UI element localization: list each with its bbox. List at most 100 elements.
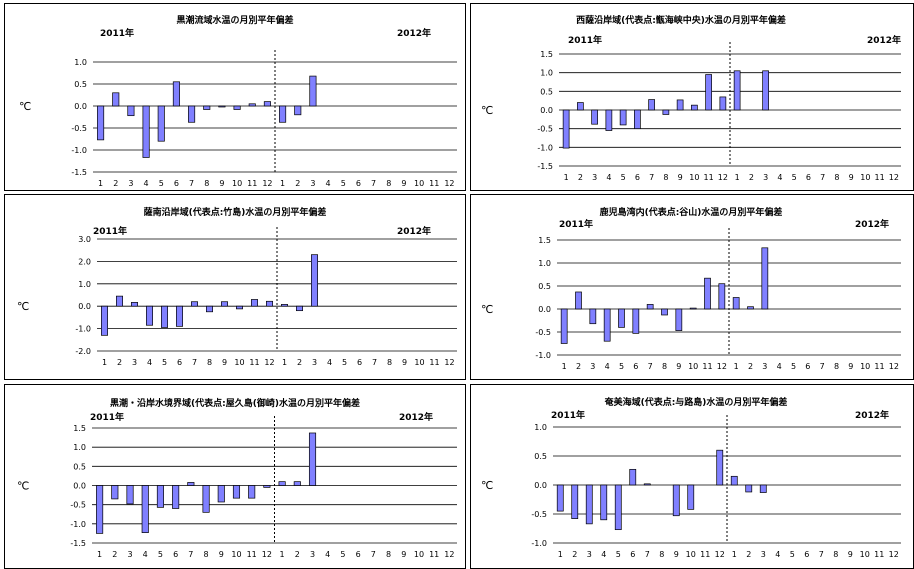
bar [733, 70, 741, 111]
x-tick-label: 5 [162, 358, 167, 367]
bar [614, 484, 622, 531]
bar [294, 105, 302, 116]
y-tick-label: 1.0 [74, 58, 87, 67]
chart-panel-seisatsu: 西薩沿岸域(代表点:甑海峡中央)水温の月別平年偏差 2011年 2012年 1.5 1.… [470, 3, 914, 191]
bar [589, 308, 597, 325]
bar [188, 105, 196, 123]
x-tick-label: 7 [819, 550, 824, 559]
y-tick-label: 0.0 [540, 106, 553, 115]
x-tick-label: 6 [356, 179, 361, 188]
x-tick-label: 2 [749, 173, 754, 182]
x-tick-label: 3 [128, 179, 133, 188]
x-tick-label: 3 [310, 179, 315, 188]
bar [172, 485, 180, 509]
bar [759, 484, 767, 493]
x-tick-label: 7 [645, 550, 650, 559]
x-tick-label: 5 [619, 362, 624, 371]
x-tick-label: 2 [748, 362, 753, 371]
y-tick-label: 0.5 [540, 87, 553, 96]
bar [126, 485, 134, 505]
x-tick-label: 2 [295, 179, 300, 188]
y-tick-label: 0.5 [73, 462, 86, 471]
x-tick-label: 6 [804, 550, 809, 559]
bar [187, 482, 195, 486]
x-tick-label: 2 [576, 362, 581, 371]
y-tick-label: -0.5 [70, 501, 86, 510]
x-tick-label: 8 [386, 550, 391, 559]
bar [762, 70, 769, 111]
y-tick-label: 0.0 [73, 482, 86, 491]
x-tick-label: 5 [340, 550, 345, 559]
year-end-label: 2012年 [397, 225, 431, 237]
bar [629, 468, 637, 486]
bar [111, 485, 119, 500]
x-tick-label: 6 [805, 362, 810, 371]
x-tick-label: 10 [860, 550, 870, 559]
x-tick-label: 6 [357, 358, 362, 367]
x-tick-label: 8 [204, 179, 209, 188]
bar [619, 109, 627, 126]
bar [232, 485, 241, 499]
y-tick-label: -0.5 [537, 125, 553, 134]
bar [266, 300, 274, 307]
bar [251, 299, 259, 307]
y-tick-label: -1.0 [535, 351, 551, 360]
x-tick-label: 5 [159, 179, 164, 188]
x-tick-label: 10 [860, 173, 870, 182]
y-tick-label: 1.0 [78, 280, 91, 289]
bar [718, 283, 726, 310]
x-tick-label: 1 [734, 362, 739, 371]
bar [730, 475, 738, 486]
x-tick-label: 6 [633, 362, 638, 371]
bar [719, 96, 727, 111]
x-tick-label: 12 [889, 362, 899, 371]
bar [689, 307, 697, 310]
bar [643, 483, 651, 486]
bar [761, 247, 769, 310]
bar [218, 105, 226, 108]
bar [202, 485, 210, 513]
bar [112, 92, 120, 107]
x-tick-label: 11 [704, 173, 714, 182]
x-tick-label: 12 [262, 550, 272, 559]
x-tick-label: 8 [834, 173, 839, 182]
x-tick-label: 3 [310, 550, 315, 559]
x-tick-label: 11 [700, 550, 710, 559]
x-tick-label: 4 [144, 179, 149, 188]
x-tick-label: 11 [429, 550, 439, 559]
x-tick-label: 7 [192, 358, 197, 367]
chart-title: 鹿児島湾内(代表点:谷山)水温の月別平年偏差 [599, 206, 783, 218]
x-tick-label: 4 [147, 358, 152, 367]
bar [191, 301, 199, 307]
x-tick-label: 1 [282, 358, 287, 367]
bar [263, 101, 271, 107]
bar [308, 432, 317, 486]
bar [141, 485, 149, 534]
y-tick-label: 0.0 [74, 102, 87, 111]
x-tick-label: 8 [387, 358, 392, 367]
x-tick-label: 5 [790, 550, 795, 559]
y-axis-unit: ℃ [17, 300, 29, 313]
x-tick-label: 10 [234, 358, 244, 367]
bar [293, 481, 301, 486]
x-tick-label: 12 [262, 179, 272, 188]
x-tick-label: 9 [219, 179, 224, 188]
x-tick-label: 8 [834, 362, 839, 371]
y-tick-label: -1.5 [70, 539, 86, 548]
x-tick-label: 9 [219, 550, 224, 559]
x-tick-label: 6 [177, 358, 182, 367]
x-tick-label: 9 [848, 362, 853, 371]
bar [172, 81, 180, 107]
x-tick-label: 5 [342, 358, 347, 367]
bar [591, 109, 598, 125]
chart-title: 薩南沿岸域(代表点:竹島)水温の月別平年偏差 [144, 206, 327, 218]
x-tick-label: 7 [371, 179, 376, 188]
bar [632, 308, 640, 334]
x-tick-label: 4 [326, 179, 331, 188]
bar [156, 485, 164, 508]
bar [146, 305, 154, 326]
x-tick-label: 9 [674, 550, 679, 559]
bar [571, 484, 579, 519]
x-tick-label: 11 [875, 173, 885, 182]
bar [716, 449, 724, 486]
